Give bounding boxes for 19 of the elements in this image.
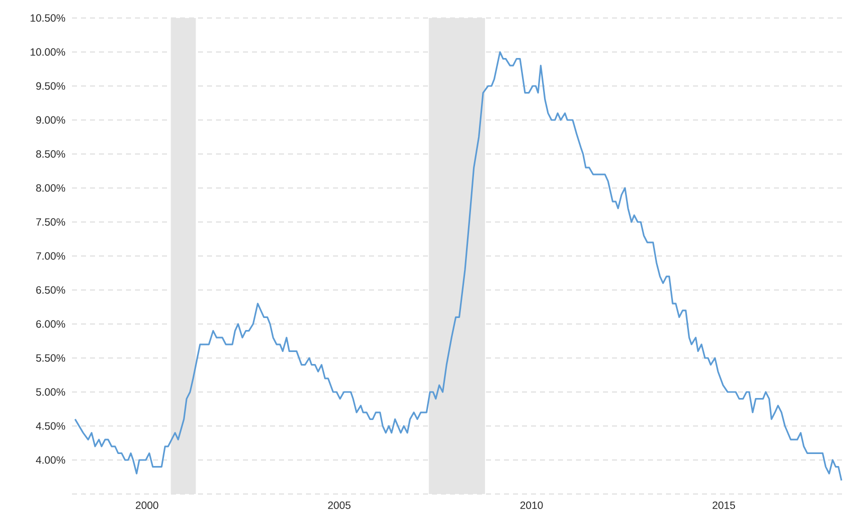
- y-tick-label: 10.50%: [30, 14, 66, 22]
- line-series: [74, 51, 842, 482]
- y-tick-label: 9.50%: [36, 82, 66, 90]
- x-tick-label: 2005: [328, 502, 350, 509]
- y-tick-label: 6.00%: [36, 320, 66, 328]
- y-tick-label: 8.50%: [36, 150, 66, 158]
- y-tick-label: 4.00%: [36, 456, 66, 464]
- x-tick-label: 2000: [136, 502, 158, 509]
- y-tick-label: 10.00%: [30, 48, 66, 56]
- y-tick-label: 4.50%: [36, 422, 66, 430]
- y-tick-label: 8.00%: [36, 184, 66, 192]
- y-tick-label: 7.50%: [36, 218, 66, 226]
- x-tick-label: 2010: [520, 502, 543, 509]
- y-tick-label: 9.00%: [36, 116, 66, 124]
- x-tick-label: 2015: [712, 502, 736, 509]
- y-tick-label: 5.50%: [36, 354, 66, 362]
- y-tick-label: 5.00%: [36, 388, 66, 396]
- y-tick-label: 6.50%: [36, 286, 66, 294]
- y-tick-label: 7.00%: [36, 252, 66, 260]
